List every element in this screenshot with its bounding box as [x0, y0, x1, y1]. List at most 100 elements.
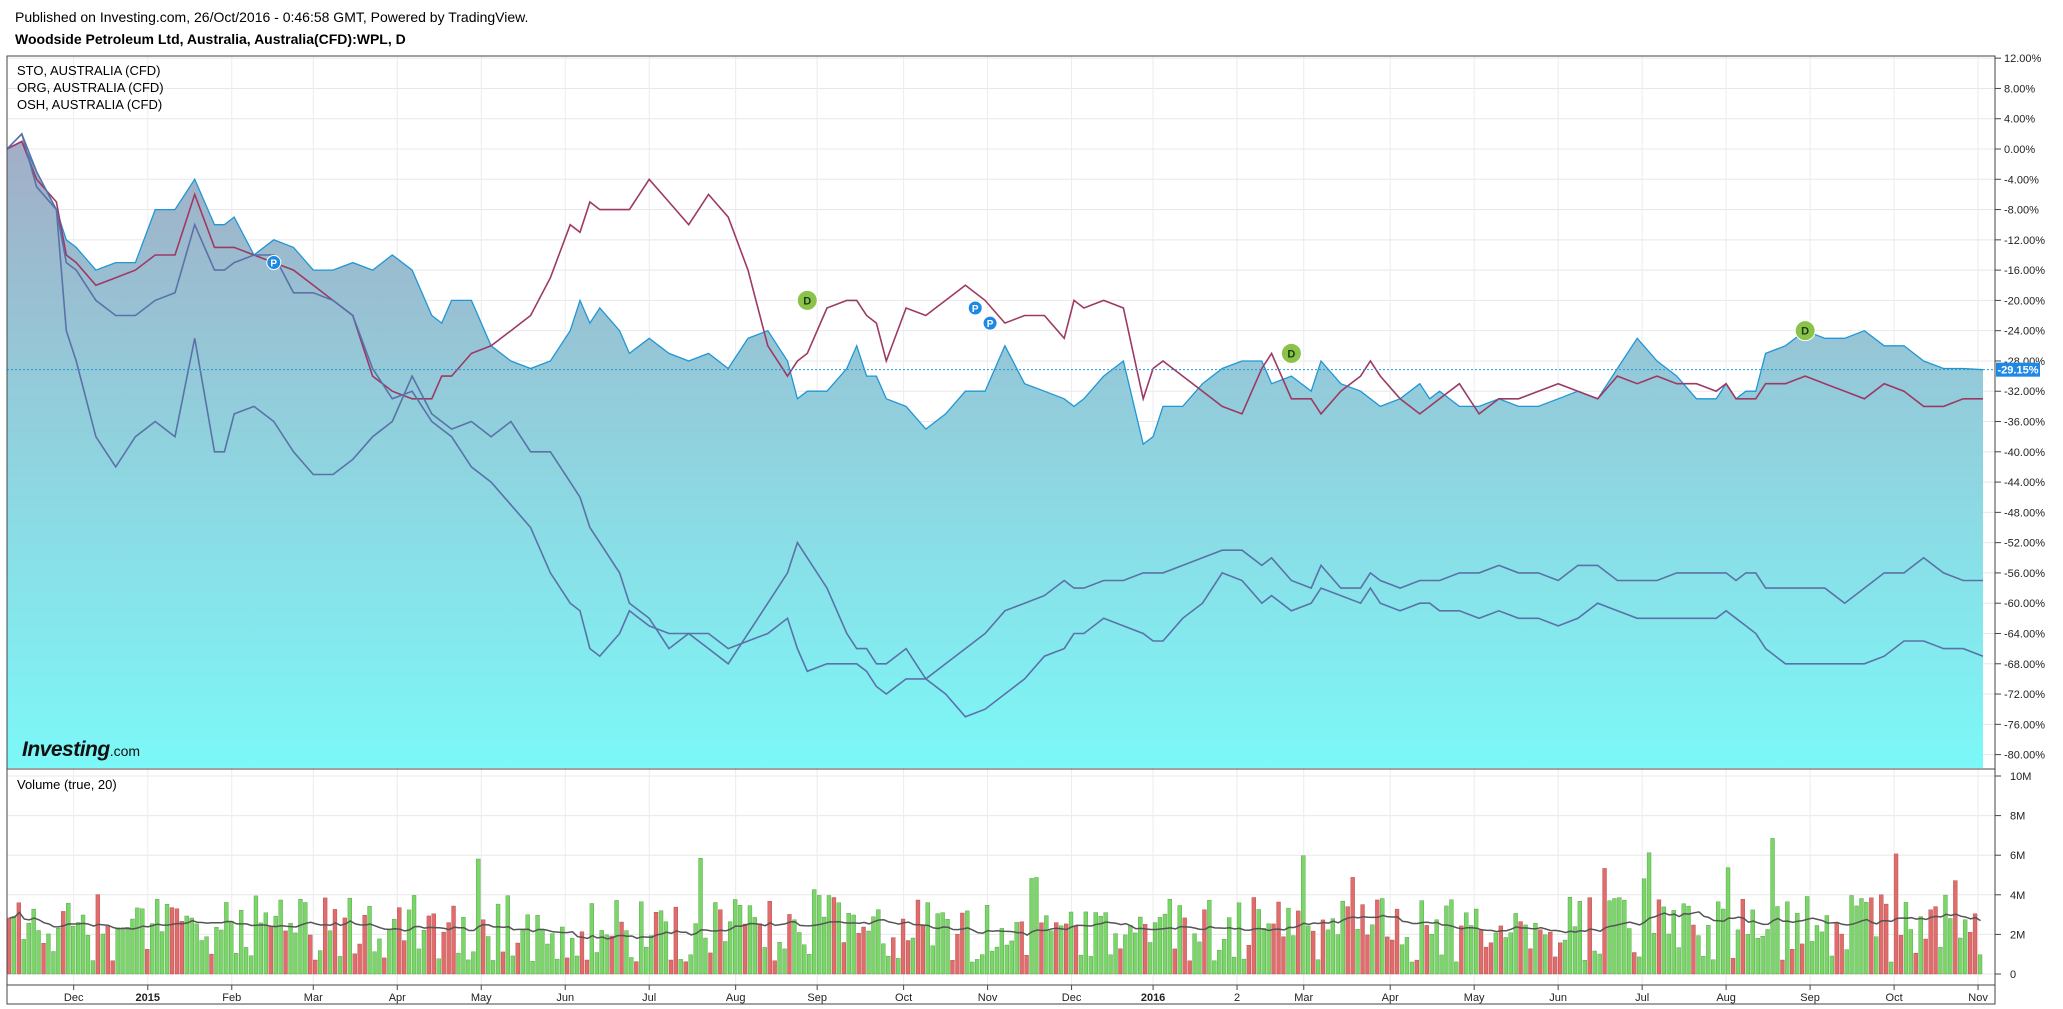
volume-bar [1251, 897, 1257, 975]
volume-bar [980, 954, 985, 975]
volume-bar [288, 923, 293, 975]
volume-bar [1271, 923, 1276, 975]
volume-bar [693, 923, 698, 975]
volume-bar [219, 929, 224, 975]
volume-bar [466, 959, 471, 975]
dividend-marker[interactable] [1280, 342, 1302, 364]
volume-bar [1646, 852, 1652, 975]
volume-bar [737, 905, 743, 975]
logo-bold: Investing [22, 738, 110, 761]
volume-bar [1385, 936, 1390, 975]
volume-bar [1226, 917, 1232, 975]
volume-bar [481, 919, 486, 975]
volume-bar [1024, 955, 1029, 975]
volume-bar [1454, 961, 1459, 975]
volume-bar [589, 903, 595, 975]
volume-bar [1701, 956, 1706, 975]
volume-bar [1864, 902, 1869, 975]
dividend-marker[interactable] [796, 289, 818, 311]
volume-bar [6, 917, 12, 975]
volume-bar [1844, 949, 1849, 975]
volume-bar [337, 956, 343, 975]
volume-bar [273, 915, 278, 975]
y-tick-label: -8.00% [2004, 205, 2039, 217]
volume-bar [1197, 941, 1202, 975]
volume-bar [1785, 901, 1790, 975]
last-price-label: -29.15% [1998, 365, 2039, 377]
volume-bar [179, 921, 184, 975]
volume-bar [1103, 912, 1108, 975]
x-tick-label: Oct [895, 992, 912, 1004]
volume-bar [1706, 925, 1711, 975]
volume-bar [416, 948, 422, 975]
volume-bar [1449, 899, 1454, 975]
volume-bar [243, 947, 249, 975]
volume-bar [248, 955, 254, 975]
volume-bar [1439, 954, 1444, 975]
volume-bar [747, 905, 753, 975]
volume-bar [1612, 898, 1617, 975]
volume-bar [1562, 939, 1568, 975]
volume-bar [1310, 930, 1316, 975]
earnings-marker[interactable] [982, 315, 998, 331]
y-tick-label: -12.00% [2004, 235, 2045, 247]
volume-bar [441, 931, 446, 975]
volume-bar [530, 961, 535, 975]
earnings-marker[interactable] [967, 300, 983, 316]
volume-bar [283, 930, 288, 975]
volume-bar [1147, 942, 1153, 975]
volume-bar [1473, 908, 1479, 975]
volume-bar [1098, 916, 1103, 975]
volume-bar [1962, 919, 1968, 975]
volume-bar [431, 913, 436, 975]
investing-logo[interactable]: Investing.com [22, 738, 140, 762]
volume-bar [303, 902, 308, 975]
dividend-marker[interactable] [1794, 320, 1816, 342]
volume-bar [1409, 961, 1415, 975]
y-tick-label: 8.00% [2004, 83, 2035, 95]
volume-bar [75, 922, 81, 975]
y-tick-label: -4.00% [2004, 174, 2039, 186]
volume-bar [500, 951, 506, 975]
volume-bar [26, 922, 31, 975]
y-tick-label: -76.00% [2004, 719, 2045, 731]
volume-bar [1602, 868, 1607, 975]
volume-bar [1389, 939, 1395, 975]
volume-bar [1839, 933, 1844, 975]
volume-bar [772, 960, 777, 975]
volume-bar [174, 908, 180, 975]
volume-bar [728, 921, 733, 975]
volume-bar [1681, 903, 1686, 975]
volume-bar [1617, 897, 1622, 975]
x-tick-label: Feb [222, 992, 241, 1004]
volume-bar [1375, 899, 1380, 975]
volume-bar [421, 930, 427, 975]
volume-bar [960, 912, 965, 975]
volume-bar [673, 906, 679, 975]
series-line-wpl [6, 140, 1984, 446]
volume-bar [1661, 906, 1667, 975]
volume-bar [411, 895, 417, 975]
volume-bar [570, 938, 575, 975]
volume-bar [634, 961, 639, 975]
volume-bar [718, 909, 723, 975]
earnings-marker[interactable] [266, 255, 282, 271]
chart-symbol-title: Woodside Petroleum Ltd, Australia, Austr… [15, 31, 406, 47]
volume-bar [698, 858, 703, 975]
volume-bar [362, 915, 367, 975]
volume-bar [1231, 956, 1237, 975]
volume-bar [1819, 931, 1825, 975]
volume-bar [1029, 878, 1034, 975]
volume-bar [802, 944, 807, 975]
y-tick-label: -40.00% [2004, 447, 2045, 459]
event-marker-label: P [972, 304, 979, 315]
volume-bar [1829, 955, 1835, 975]
volume-bar [495, 903, 501, 975]
volume-bar [1286, 907, 1291, 975]
volume-bar [456, 952, 461, 975]
volume-bar [135, 907, 140, 975]
volume-bar [1177, 905, 1182, 975]
volume-bars [6, 838, 1983, 975]
